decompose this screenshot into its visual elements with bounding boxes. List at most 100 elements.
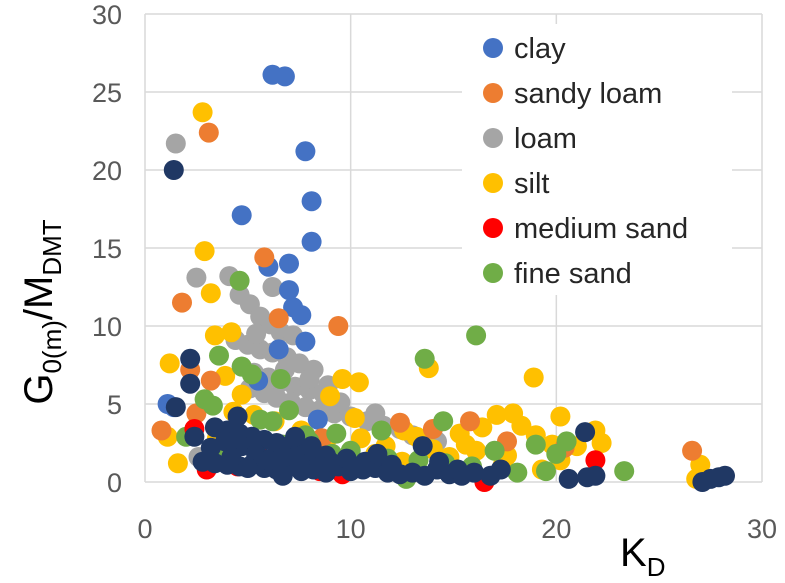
legend-label: silt [514, 168, 549, 200]
x-tick-label: 0 [137, 514, 152, 544]
data-point [165, 397, 186, 418]
data-point [246, 323, 267, 344]
data-point [371, 420, 392, 441]
data-point [180, 348, 201, 369]
data-point [172, 292, 192, 313]
legend-marker [483, 173, 503, 193]
data-point [348, 372, 369, 393]
data-point [231, 205, 252, 226]
data-point [523, 367, 544, 388]
data-point [301, 231, 322, 252]
data-point [209, 345, 229, 366]
data-point [221, 447, 242, 467]
data-point [268, 308, 289, 329]
data-point [279, 400, 299, 421]
data-point [192, 102, 213, 123]
x-axis-title: KD [620, 531, 665, 582]
data-point [460, 411, 480, 432]
legend-background [462, 114, 732, 160]
legend-background [462, 249, 732, 295]
data-point [202, 395, 223, 416]
data-point [227, 406, 248, 427]
data-point [464, 462, 485, 483]
legend-background [462, 159, 732, 205]
data-point [279, 280, 299, 301]
data-point [585, 465, 606, 486]
data-point [365, 403, 386, 424]
data-point [546, 443, 567, 464]
data-point [511, 415, 532, 436]
data-point [215, 431, 236, 452]
legend-marker [483, 128, 503, 148]
data-point [184, 426, 205, 447]
data-point [186, 267, 207, 288]
data-point [507, 462, 528, 483]
data-point [429, 451, 450, 472]
data-point [412, 436, 433, 457]
y-axis-title: G0(m)/MDMT [17, 219, 67, 404]
legend-marker [483, 83, 503, 103]
data-point [200, 370, 221, 391]
data-point [180, 373, 201, 394]
data-point [682, 440, 703, 461]
data-point [344, 408, 365, 428]
legend-marker [483, 218, 503, 238]
legend-background [462, 204, 732, 250]
data-point [575, 422, 596, 443]
data-point [291, 305, 312, 326]
y-tick-label: 0 [107, 468, 122, 498]
data-point [715, 465, 735, 486]
data-point [381, 454, 402, 475]
data-point [390, 412, 410, 433]
data-point [320, 386, 341, 407]
legend-label: loam [514, 123, 577, 155]
data-point [231, 384, 252, 405]
data-point [258, 450, 279, 471]
data-point [447, 459, 468, 480]
data-point [204, 325, 225, 346]
data-point [525, 434, 546, 455]
data-point [536, 461, 556, 482]
grid-lines [144, 13, 763, 483]
data-point [159, 353, 180, 374]
data-point [262, 411, 283, 432]
legend: clay sandy loam loam silt medium sand fine sa… [462, 24, 732, 295]
data-point [433, 411, 454, 432]
data-point [414, 348, 435, 369]
data-point [480, 465, 501, 486]
y-tick-label: 30 [92, 0, 122, 30]
data-point [229, 270, 250, 291]
data-point [486, 404, 507, 425]
data-point [221, 322, 242, 343]
data-point [328, 316, 349, 336]
y-tick-label: 15 [92, 234, 122, 264]
data-point [301, 191, 322, 212]
y-tick-label: 20 [92, 156, 122, 186]
data-point [200, 283, 221, 304]
legend-marker [483, 263, 503, 283]
legend-label: clay [514, 33, 566, 65]
data-point [165, 133, 186, 154]
legend-label: sandy loam [514, 78, 662, 110]
data-point [614, 461, 635, 482]
data-point [326, 423, 347, 444]
data-point [262, 277, 283, 297]
data-point [270, 369, 291, 389]
data-point [585, 450, 606, 471]
data-point [163, 160, 184, 180]
data-point [336, 448, 357, 469]
y-tick-labels: 0 5 10 15 20 25 30 [92, 0, 122, 498]
data-point [194, 241, 215, 262]
data-point [309, 456, 330, 477]
data-point [295, 141, 316, 162]
y-tick-label: 5 [107, 390, 122, 420]
legend-background [462, 24, 732, 70]
legend-label: medium sand [514, 213, 688, 245]
data-point [268, 339, 289, 360]
x-tick-label: 10 [336, 514, 366, 544]
x-tick-labels: 0 10 20 30 [137, 514, 777, 544]
data-point [484, 440, 505, 461]
data-point [295, 331, 316, 352]
data-point [151, 420, 172, 441]
